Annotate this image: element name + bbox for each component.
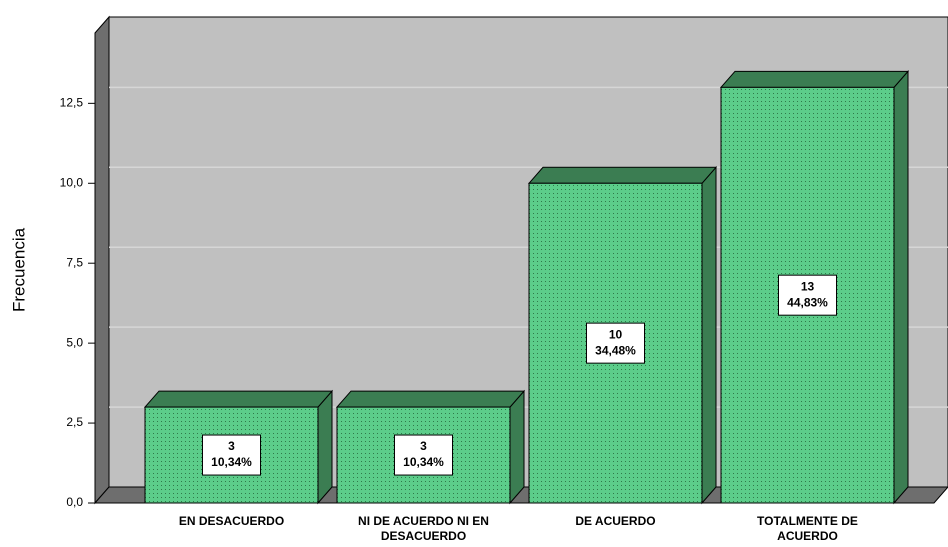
y-tick-label: 7,5 (66, 255, 83, 269)
value-label-box (394, 434, 453, 476)
left-wall (94, 15, 110, 505)
x-tick-label: ACUERDO (777, 529, 838, 543)
y-axis-label: Frecuencia (9, 227, 28, 312)
bar-side (509, 389, 525, 505)
x-tick-label: DESACUERDO (381, 529, 466, 543)
bar-top (335, 390, 526, 408)
y-tick-label: 12,5 (60, 96, 84, 110)
bar-side (317, 389, 333, 505)
x-tick-label: EN DESACUERDO (179, 514, 284, 528)
percentage-label: 10,34% (403, 455, 444, 469)
bar-top (719, 70, 910, 88)
y-tick-label: 0,0 (66, 495, 83, 509)
value-label: 13 (801, 279, 815, 293)
x-tick-label: TOTALMENTE DE (757, 514, 858, 528)
bar-top (527, 166, 718, 184)
x-tick-label: DE ACUERDO (575, 514, 655, 528)
bar-top (143, 390, 334, 408)
percentage-label: 10,34% (211, 455, 252, 469)
bar-side (893, 70, 909, 505)
bar-side (701, 165, 717, 505)
y-tick-label: 5,0 (66, 335, 83, 349)
value-label-box (778, 274, 837, 316)
value-label-box (202, 434, 261, 476)
value-label: 10 (609, 327, 623, 341)
percentage-label: 34,48% (595, 343, 636, 357)
value-label: 3 (420, 439, 427, 453)
x-tick-label: NI DE ACUERDO NI EN (358, 514, 489, 528)
percentage-label: 44,83% (787, 295, 828, 309)
y-tick-label: 10,0 (60, 175, 84, 189)
value-label-box (586, 322, 645, 364)
value-label: 3 (228, 439, 235, 453)
y-tick-label: 2,5 (66, 415, 83, 429)
